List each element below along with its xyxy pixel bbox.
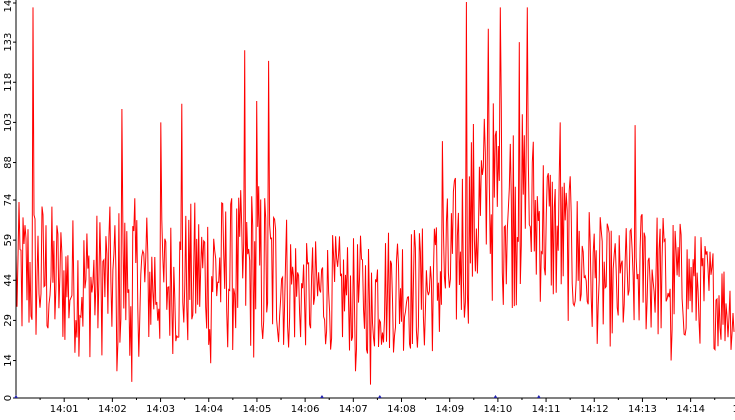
y-tick-label: 148 (3, 0, 14, 13)
x-tick-label: 14:05 (243, 404, 272, 415)
y-tick-label: 14 (3, 354, 14, 367)
event-marker (493, 395, 498, 398)
y-tick-label: 133 (3, 33, 14, 52)
x-tick-label: 14:12 (580, 404, 609, 415)
y-tick-label: 118 (3, 73, 14, 92)
y-tick-label: 59 (3, 234, 14, 247)
x-tick-label: 14:10 (483, 404, 512, 415)
plot-area (15, 1, 735, 385)
x-tick-label: 14:13 (628, 404, 657, 415)
x-tick-label: 14:14 (676, 404, 705, 415)
y-tick-label: 88 (3, 156, 14, 169)
event-marker (319, 395, 324, 398)
x-tick-label: 14:02 (98, 404, 127, 415)
x-tick-label: 14 (732, 404, 735, 415)
event-marker (536, 395, 541, 398)
event-marker (377, 395, 382, 398)
y-tick-label: 74 (3, 194, 14, 207)
x-tick-label: 14:08 (387, 404, 416, 415)
x-tick-label: 14:06 (291, 404, 320, 415)
x-tick-label: 14:01 (50, 404, 79, 415)
x-tick-label: 14:04 (194, 404, 223, 415)
y-tick-label: 103 (3, 113, 14, 132)
x-tick-label: 14:11 (532, 404, 561, 415)
x-tick-label: 14:03 (146, 404, 175, 415)
y-tick-label: 0 (3, 395, 14, 401)
axes: 0 14 29 44 59 74 88 103 118 133 148 14:01 14:02 14:03… (3, 0, 735, 415)
x-tick-label: 14:09 (435, 404, 464, 415)
y-tick-label: 44 (3, 274, 14, 287)
event-marker (14, 395, 18, 398)
x-tick-label: 14:07 (339, 404, 368, 415)
series-line (15, 1, 735, 385)
y-tick-label: 29 (3, 314, 14, 327)
